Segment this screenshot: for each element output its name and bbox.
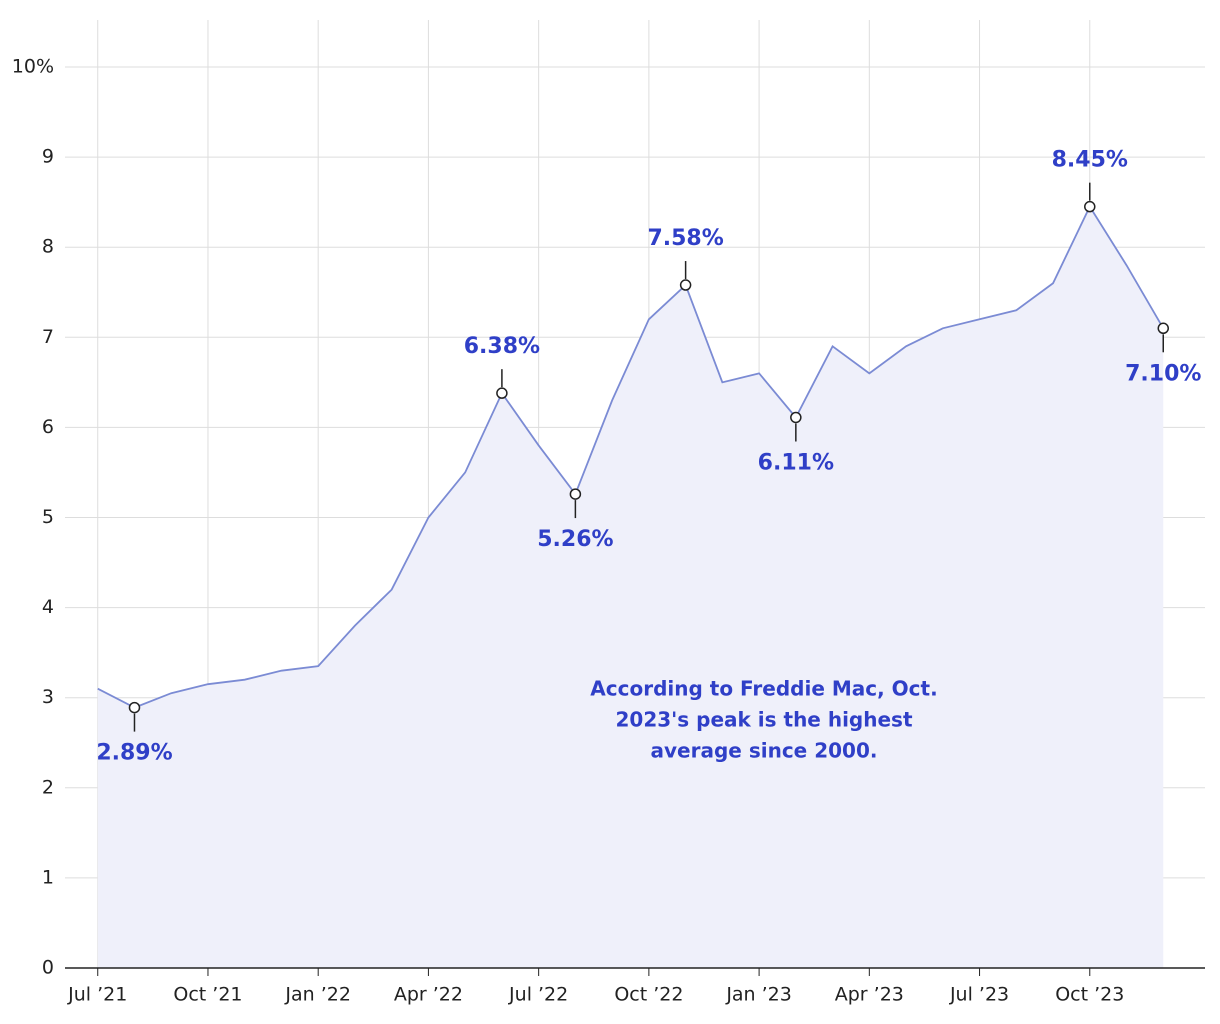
- data-label: 2.89%: [96, 741, 172, 766]
- x-tick-label: Apr ’22: [394, 984, 463, 1006]
- y-tick-label: 8: [42, 236, 54, 258]
- x-tick-label: Jul ’23: [949, 984, 1009, 1006]
- y-tick-label: 6: [42, 416, 54, 438]
- annotation-point: [1084, 200, 1096, 213]
- x-tick-label: Oct ’21: [173, 984, 242, 1006]
- x-tick-label: Oct ’23: [1055, 984, 1124, 1006]
- annotation-note: 2023's peak is the highest: [615, 708, 912, 732]
- annotation-point: [569, 488, 582, 500]
- line: [97, 204, 1165, 709]
- annotation-point: [1157, 322, 1170, 335]
- data-label: 7.10%: [1125, 361, 1201, 386]
- y-tick-label: 5: [42, 506, 54, 528]
- y-tick-label: 9: [42, 146, 54, 168]
- y-tick-label: 7: [42, 326, 54, 348]
- area: [97, 206, 1164, 968]
- annotation-point: [496, 387, 508, 399]
- annotation-note: average since 2000.: [651, 739, 878, 763]
- x-tick-label: Jan ’22: [284, 984, 351, 1006]
- annotation-note: According to Freddie Mac, Oct.: [590, 677, 937, 701]
- y-tick-label: 4: [42, 596, 54, 618]
- annotation-point: [128, 701, 141, 714]
- data-label: 7.58%: [647, 226, 723, 251]
- y-tick-label: 3: [42, 686, 54, 708]
- y-tick-label: 10%: [12, 56, 54, 78]
- data-label: 5.26%: [537, 527, 613, 552]
- annotation-point: [790, 411, 802, 424]
- annotation-point: [679, 279, 692, 291]
- x-tick-label: Apr ’23: [835, 984, 904, 1006]
- x-tick-label: Jul ’21: [67, 984, 127, 1006]
- data-label: 6.11%: [758, 450, 834, 475]
- y-tick-label: 1: [42, 866, 54, 888]
- x-tick-label: Oct ’22: [614, 984, 683, 1006]
- x-tick-label: Jan ’23: [725, 984, 792, 1006]
- data-label: 6.38%: [464, 334, 540, 359]
- x-tick-label: Jul ’22: [508, 984, 568, 1006]
- y-tick-label: 0: [42, 957, 54, 979]
- y-tick-label: 2: [42, 776, 54, 798]
- data-label: 8.45%: [1052, 148, 1128, 173]
